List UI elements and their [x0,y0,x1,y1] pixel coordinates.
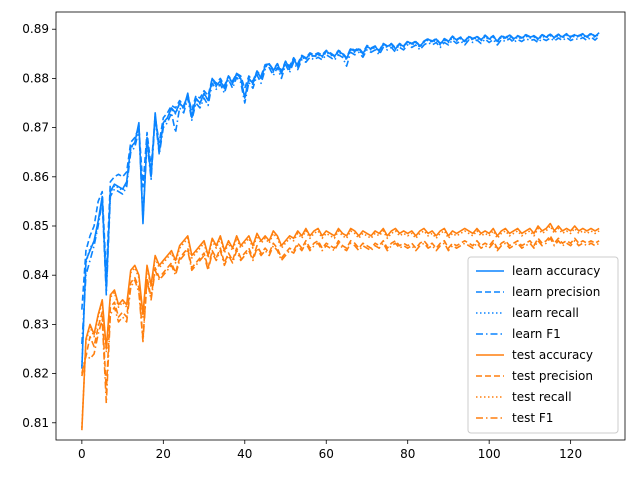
y-tick-label: 0.87 [22,121,49,135]
series-line-test-precision [81,235,600,392]
series-lines [81,32,600,431]
x-tick-label: 20 [156,447,171,461]
legend-entry-label: learn precision [512,285,600,299]
y-tick-label: 0.88 [22,71,49,85]
x-tick-label: 80 [400,447,415,461]
legend: learn accuracy learn precision learn recal… [467,256,619,434]
series-line-test-F1 [81,237,600,404]
y-tick-label: 0.83 [22,317,49,331]
series-line-test-accuracy [81,222,600,431]
x-axis: 0 20 40 60 80 100 120 [78,440,582,461]
x-tick-label: 60 [319,447,334,461]
y-tick-label: 0.82 [22,367,49,381]
x-tick-label: 40 [237,447,252,461]
y-tick-label: 0.81 [22,416,49,430]
legend-entry-label: learn accuracy [512,264,600,278]
legend-entry-label: learn F1 [512,327,561,341]
legend-box [467,256,619,434]
y-tick-label: 0.86 [22,170,49,184]
legend-entry-label: test recall [512,390,572,404]
series-line-learn-precision [81,32,600,310]
legend-entry-label: test precision [512,369,593,383]
y-axis: 0.81 0.82 0.83 0.84 0.85 0.86 0.87 0.88 0.89 [22,22,56,430]
x-tick-label: 100 [478,447,501,461]
series-line-learn-F1 [81,35,600,345]
series-line-test-recall [81,225,600,428]
legend-entry-label: test F1 [512,411,553,425]
x-tick-label: 0 [78,447,86,461]
y-tick-label: 0.84 [22,268,49,282]
legend-entry-label: test accuracy [512,348,593,362]
y-tick-label: 0.85 [22,219,49,233]
y-tick-label: 0.89 [22,22,49,36]
x-tick-label: 120 [559,447,582,461]
series-line-learn-recall [81,33,600,367]
legend-entry-label: learn recall [512,306,579,320]
